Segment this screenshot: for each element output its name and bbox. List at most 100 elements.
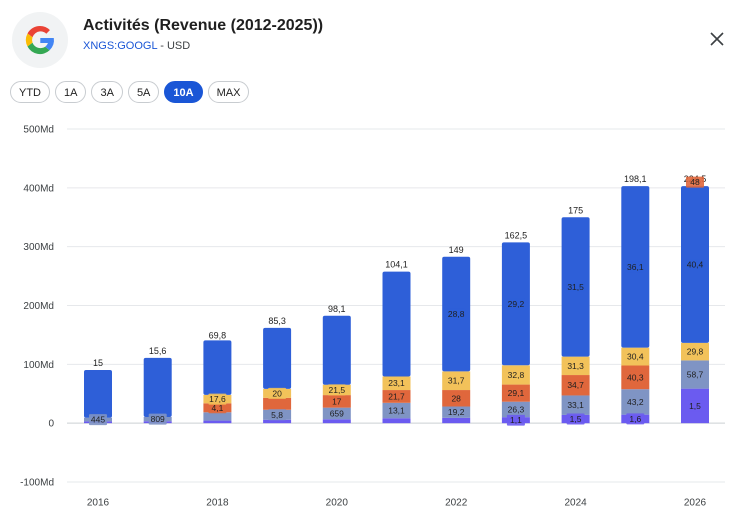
segment-label-bg bbox=[208, 402, 227, 414]
segment-value-label: 32,8 bbox=[508, 370, 525, 380]
bar-segment bbox=[143, 357, 172, 417]
segment-value-label: 28 bbox=[451, 393, 461, 403]
segment-label-bg bbox=[506, 298, 525, 310]
bar-segment bbox=[322, 315, 351, 385]
tab-10a[interactable]: 10A bbox=[164, 81, 203, 103]
x-tick-label: 2020 bbox=[326, 498, 349, 509]
segment-value-label: 31,5 bbox=[567, 282, 584, 292]
x-tick-label: 2018 bbox=[206, 498, 229, 509]
bar-total-label: 15,6 bbox=[149, 346, 167, 356]
segment-value-label: 1,6 bbox=[629, 414, 641, 424]
segment-label-bg bbox=[686, 176, 704, 188]
segment-value-label: 13,1 bbox=[388, 406, 405, 416]
segment-label-bg bbox=[626, 351, 645, 363]
segment-label-bg bbox=[506, 403, 525, 415]
segment-value-label: 5,8 bbox=[271, 410, 283, 420]
segment-label-bg bbox=[148, 413, 167, 425]
segment-value-label: 36,1 bbox=[627, 262, 644, 272]
segment-label-bg bbox=[626, 396, 645, 408]
segment-label-bg bbox=[447, 375, 466, 387]
x-tick-label: 2024 bbox=[564, 498, 587, 509]
y-tick-label: 200Md bbox=[23, 301, 54, 312]
ticker-line: XNGS:GOOGL - USD bbox=[83, 40, 190, 52]
bar-segment bbox=[203, 412, 232, 421]
period-tabs: YTD 1A 3A 5A 10A MAX bbox=[10, 81, 250, 103]
y-tick-label: 0 bbox=[48, 419, 54, 430]
segment-value-label: 30,4 bbox=[627, 352, 644, 362]
x-tick-label: 2026 bbox=[684, 498, 707, 509]
bar-total-label: 15 bbox=[93, 358, 103, 368]
segment-value-label: 40,4 bbox=[687, 260, 704, 270]
segment-value-label: 4,1 bbox=[211, 403, 223, 413]
bar-segment bbox=[84, 370, 112, 418]
bar-total-label: 104,1 bbox=[385, 260, 408, 270]
bar-segment bbox=[263, 419, 292, 424]
y-tick-label: -100Md bbox=[20, 478, 54, 489]
segment-value-label: 43,2 bbox=[627, 397, 644, 407]
segment-value-label: 26,3 bbox=[508, 404, 525, 414]
header: Activités (Revenue (2012-2025)) XNGS:GOO… bbox=[0, 0, 739, 78]
ticker-link[interactable]: XNGS:GOOGL bbox=[83, 40, 158, 52]
bar-segment bbox=[322, 419, 351, 424]
tab-3a[interactable]: 3A bbox=[91, 81, 123, 103]
segment-label-bg bbox=[327, 384, 346, 396]
segment-value-label: 1,1 bbox=[510, 415, 522, 425]
y-tick-label: 500Md bbox=[23, 125, 54, 136]
segment-label-bg bbox=[686, 346, 704, 358]
segment-value-label: 48 bbox=[690, 177, 700, 187]
revenue-chart: 500Md 400Md 300Md 200Md 100Md 0 -100Md 2016 2018… bbox=[20, 125, 725, 509]
segment-label-bg bbox=[566, 379, 585, 391]
google-logo-icon bbox=[25, 25, 54, 55]
segment-label-bg bbox=[626, 413, 645, 425]
bar-total-label: 98,1 bbox=[328, 304, 346, 314]
bar-total-label: 198,1 bbox=[624, 174, 647, 184]
segment-value-label: 21,7 bbox=[388, 391, 405, 401]
segment-value-label: 31,3 bbox=[567, 361, 584, 371]
close-button[interactable] bbox=[704, 26, 730, 52]
segment-value-label: 1,5 bbox=[689, 401, 701, 411]
segment-label-bg bbox=[387, 405, 406, 417]
segment-label-bg bbox=[566, 399, 585, 411]
segment-value-label: 1,5 bbox=[570, 414, 582, 424]
segment-label-bg bbox=[686, 369, 704, 381]
segment-label-bg bbox=[626, 371, 645, 383]
bar-segment bbox=[442, 417, 471, 424]
segment-label-bg bbox=[447, 406, 466, 418]
x-tick-label: 2016 bbox=[87, 498, 110, 509]
tab-5a[interactable]: 5A bbox=[127, 81, 160, 103]
segment-label-bg bbox=[447, 392, 466, 404]
bar-total-label: 162,5 bbox=[505, 230, 528, 240]
segment-value-label: 29,2 bbox=[508, 299, 525, 309]
tab-max[interactable]: MAX bbox=[207, 81, 250, 103]
segment-value-label: 17,6 bbox=[209, 394, 226, 404]
segment-label-bg bbox=[447, 308, 466, 320]
segment-label-bg bbox=[89, 414, 107, 426]
currency-label: USD bbox=[166, 40, 191, 52]
segment-label-bg bbox=[268, 387, 287, 399]
segment-value-label: 809 bbox=[151, 414, 165, 424]
close-icon bbox=[710, 32, 724, 46]
bar-segment bbox=[203, 420, 232, 424]
segment-label-bg bbox=[506, 414, 525, 426]
page-title: Activités (Revenue (2012-2025)) bbox=[83, 17, 324, 34]
segment-label-bg bbox=[566, 413, 585, 425]
tab-1a[interactable]: 1A bbox=[55, 81, 87, 103]
segment-label-bg bbox=[686, 259, 704, 271]
segment-value-label: 31,7 bbox=[448, 376, 465, 386]
segment-value-label: 33,1 bbox=[567, 400, 584, 410]
bar-segment bbox=[382, 418, 411, 424]
segment-value-label: 21,5 bbox=[329, 385, 346, 395]
segment-value-label: 29,1 bbox=[508, 388, 525, 398]
segment-label-bg bbox=[566, 281, 585, 293]
x-tick-label: 2022 bbox=[445, 498, 468, 509]
segment-label-bg bbox=[387, 390, 406, 402]
bar-segment bbox=[203, 340, 232, 395]
tab-ytd[interactable]: YTD bbox=[10, 81, 50, 103]
y-tick-label: 400Md bbox=[23, 183, 54, 194]
company-logo bbox=[12, 12, 68, 68]
segment-label-bg bbox=[208, 393, 227, 405]
bar-total-label: 69,8 bbox=[209, 331, 227, 341]
segment-value-label: 58,7 bbox=[687, 370, 704, 380]
segment-label-bg bbox=[387, 377, 406, 389]
segment-label-bg bbox=[506, 387, 525, 399]
